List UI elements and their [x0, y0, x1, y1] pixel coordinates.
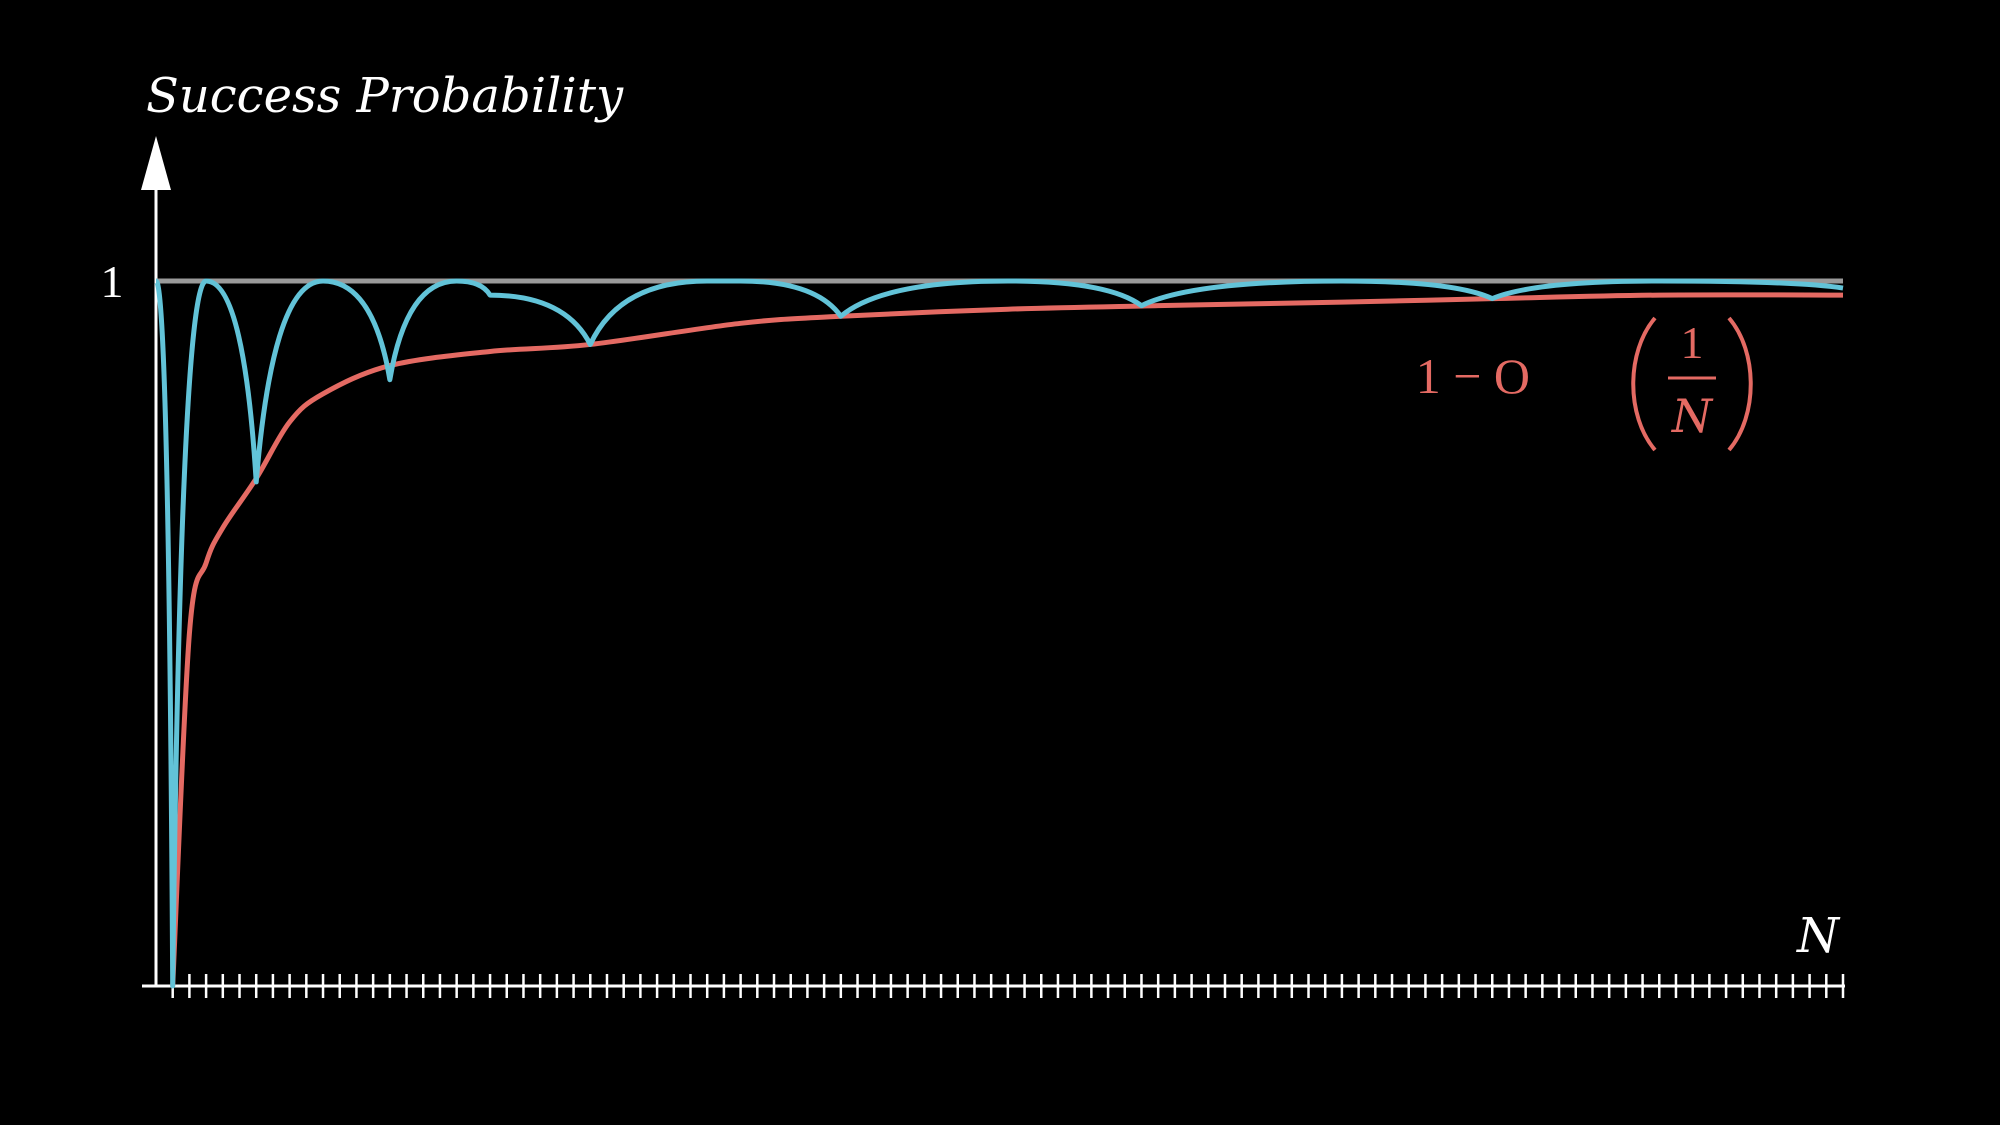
- x-axis-ticks: [171, 974, 1845, 998]
- y-axis-arrowhead: [141, 136, 171, 190]
- annotation-right-paren: [1727, 316, 1753, 452]
- x-axis-label: N: [1796, 908, 1841, 964]
- y-axis-label: Success Probability: [146, 68, 624, 124]
- oscillating-curve: [153, 278, 1844, 989]
- bound-curve: [170, 292, 1844, 987]
- annotation-prefix: 1 − O: [1416, 348, 1530, 404]
- annotation-numerator: 1: [1681, 317, 1704, 368]
- y-tick-label-1: 1: [101, 256, 124, 307]
- annotation-left-paren: [1631, 316, 1657, 452]
- bound-annotation: 1 − O 1 N: [1416, 316, 1753, 452]
- annotation-denominator: N: [1671, 389, 1714, 443]
